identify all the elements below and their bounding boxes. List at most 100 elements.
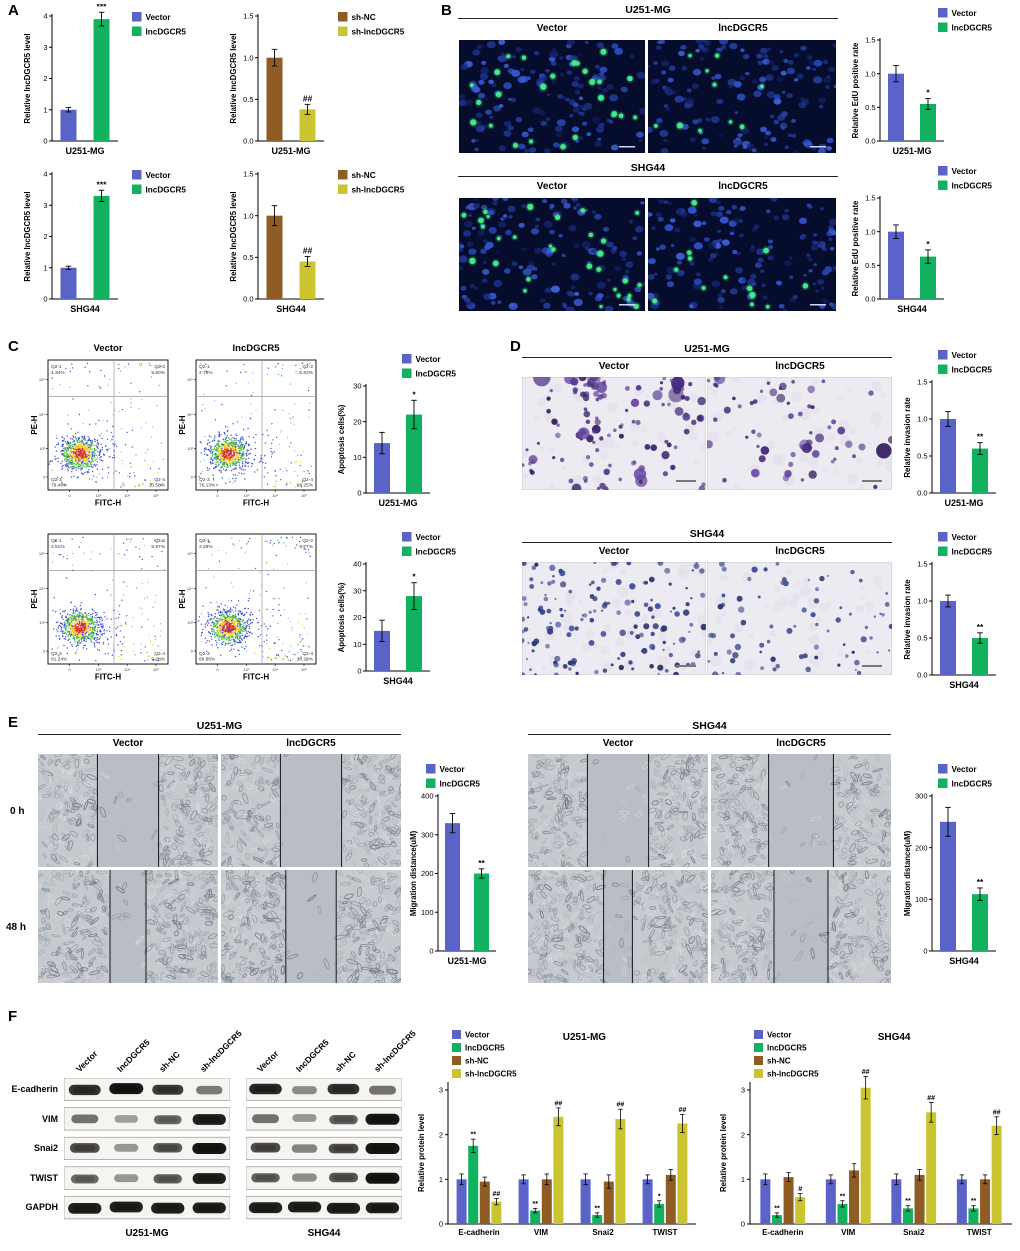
svg-text:30: 30: [353, 382, 361, 391]
svg-text:PE-H: PE-H: [178, 415, 187, 434]
invasion-image-shg44-lncdgcr5: [707, 562, 892, 675]
svg-text:Q2-3: Q2-3: [199, 651, 210, 657]
svg-text:14.25%: 14.25%: [297, 483, 314, 489]
blot-lane-labels-u251: Vector lncDGCR5 sh-NC sh-lncDGCR5: [64, 1014, 244, 1076]
svg-text:Q2-2: Q2-2: [154, 538, 165, 544]
svg-text:Q2-2: Q2-2: [302, 364, 313, 370]
svg-text:10⁵: 10⁵: [39, 377, 45, 382]
blot-lane-labels-shg44: Vector lncDGCR5 sh-NC sh-lncDGCR5: [246, 1014, 417, 1076]
svg-text:Q2-1: Q2-1: [199, 364, 210, 370]
western-blot-shg44: [246, 1078, 402, 1224]
group-title-u251: U251-MG: [522, 343, 892, 358]
svg-text:2.79%: 2.79%: [199, 370, 213, 376]
svg-text:lncDGCR5: lncDGCR5: [952, 182, 993, 191]
panel-a-label: A: [8, 2, 19, 19]
svg-text:FITC-H: FITC-H: [243, 499, 269, 508]
svg-text:##: ##: [303, 93, 313, 103]
chart-b-shg44: 0.0 0.5 1.0 1.5 Relative EdU positive rate * S…: [846, 162, 1018, 316]
invasion-image-u251-vector: [522, 377, 706, 490]
svg-text:sh-lncDGCR5: sh-lncDGCR5: [352, 28, 405, 37]
svg-text:Relative lncDGCR5 level: Relative lncDGCR5 level: [229, 33, 238, 123]
svg-text:Q2-4: Q2-4: [302, 477, 313, 483]
svg-text:3: 3: [43, 201, 47, 210]
svg-text:0: 0: [216, 667, 219, 672]
wound-shg44-lncdgcr5-0h: [711, 754, 891, 867]
svg-text:0.5: 0.5: [865, 103, 875, 112]
svg-text:3: 3: [43, 43, 47, 52]
svg-text:Vector: Vector: [952, 9, 978, 18]
svg-text:10³: 10³: [244, 493, 250, 498]
svg-text:Relative lncDGCR5 level: Relative lncDGCR5 level: [229, 191, 238, 281]
wound-shg44-lncdgcr5-48h: [711, 870, 891, 983]
svg-text:Vector: Vector: [146, 171, 172, 180]
flow-plot-shg44-lncdgcr5: Q2-1 2.28% Q2-2 9.77% Q2-3 69.66% Q2-4 18.29% 10…: [178, 530, 320, 682]
row-label-0h: 0 h: [10, 806, 25, 817]
svg-text:10³: 10³: [187, 620, 193, 625]
svg-text:10⁵: 10⁵: [187, 377, 193, 382]
svg-text:1.5: 1.5: [865, 36, 875, 45]
svg-text:4: 4: [43, 170, 47, 179]
svg-text:SHG44: SHG44: [897, 304, 927, 314]
blot-lane-label: lncDGCR5: [293, 1037, 331, 1074]
svg-text:FITC-H: FITC-H: [95, 499, 121, 508]
svg-text:PE-H: PE-H: [30, 415, 39, 434]
western-blot-u251: [64, 1078, 230, 1224]
panel-b-label: B: [441, 2, 452, 19]
wound-u251-lncdgcr5-0h: [221, 754, 401, 867]
chart-e-shg44: 0 100 200 300 Migration distance(uM) ** SHG44 V…: [898, 760, 1018, 968]
svg-text:5.87%: 5.87%: [151, 544, 165, 550]
svg-text:Relative EdU positive rate: Relative EdU positive rate: [851, 42, 860, 138]
svg-text:0.5: 0.5: [243, 253, 253, 262]
svg-text:10: 10: [353, 640, 361, 649]
svg-text:18.29%: 18.29%: [297, 657, 314, 663]
group-title-shg44: SHG44: [458, 162, 838, 177]
group-title-shg44: SHG44: [522, 528, 892, 543]
svg-text:1.0: 1.0: [243, 211, 253, 220]
col-label-lncdgcr5: lncDGCR5: [775, 361, 825, 372]
blot-protein-label: E-cadherin: [11, 1084, 58, 1094]
svg-text:0: 0: [357, 667, 361, 676]
svg-text:0: 0: [68, 493, 71, 498]
svg-text:0.0: 0.0: [865, 295, 875, 304]
svg-text:FITC-H: FITC-H: [95, 673, 121, 682]
edu-image-shg44-lncdgcr5: [648, 198, 836, 311]
svg-text:PE-H: PE-H: [30, 589, 39, 608]
svg-text:10⁴: 10⁴: [39, 586, 45, 591]
chart-d-u251: 0.0 0.5 1.0 1.5 Relative invasion rate ** U251…: [898, 346, 1018, 510]
svg-text:0: 0: [357, 489, 361, 498]
col-label-vector: Vector: [536, 23, 568, 34]
svg-text:***: ***: [97, 4, 108, 11]
chart-a-u251-knockdown: 0.0 0.5 1.0 1.5 Relative lncDGCR5 level ## U25…: [224, 4, 430, 158]
chart-b-u251: 0.0 0.5 1.0 1.5 Relative EdU positive rate * U…: [846, 4, 1018, 158]
svg-text:10⁵: 10⁵: [301, 493, 307, 498]
svg-text:Vector: Vector: [416, 533, 442, 542]
svg-text:4.34%: 4.34%: [51, 370, 65, 376]
chart-c-u251: 0 10 20 30 Apoptosis cells(%) * U251-MG Vector l…: [332, 350, 482, 510]
svg-text:*: *: [926, 239, 930, 249]
wound-shg44-vector-48h: [528, 870, 708, 983]
wound-u251-lncdgcr5-48h: [221, 870, 401, 983]
edu-image-u251-lncdgcr5: [648, 40, 836, 153]
svg-text:FITC-H: FITC-H: [243, 673, 269, 682]
svg-text:10⁵: 10⁵: [153, 667, 159, 672]
svg-text:10³: 10³: [39, 620, 45, 625]
svg-text:*: *: [412, 389, 416, 399]
blot-protein-label: GAPDH: [25, 1202, 58, 1213]
blot-lane-label: sh-lncDGCR5: [198, 1028, 244, 1074]
chart-a-shg44-knockdown: 0.0 0.5 1.0 1.5 Relative lncDGCR5 level ## SHG…: [224, 162, 430, 316]
svg-text:10³: 10³: [96, 667, 102, 672]
svg-text:9.28%: 9.28%: [151, 657, 165, 663]
svg-text:Relative lncDGCR5 level: Relative lncDGCR5 level: [23, 33, 32, 123]
svg-text:0: 0: [216, 493, 219, 498]
svg-text:0: 0: [191, 649, 194, 654]
svg-text:##: ##: [303, 246, 313, 256]
col-label-vector: Vector: [112, 738, 144, 749]
col-label-vector: Vector: [598, 546, 630, 557]
svg-text:1.0: 1.0: [865, 227, 875, 236]
svg-text:0: 0: [43, 475, 46, 480]
svg-text:10⁴: 10⁴: [124, 493, 130, 498]
blot-lane-label: sh-NC: [156, 1049, 182, 1074]
svg-text:U251-MG: U251-MG: [378, 498, 417, 508]
blot-lane-label: lncDGCR5: [115, 1037, 152, 1074]
